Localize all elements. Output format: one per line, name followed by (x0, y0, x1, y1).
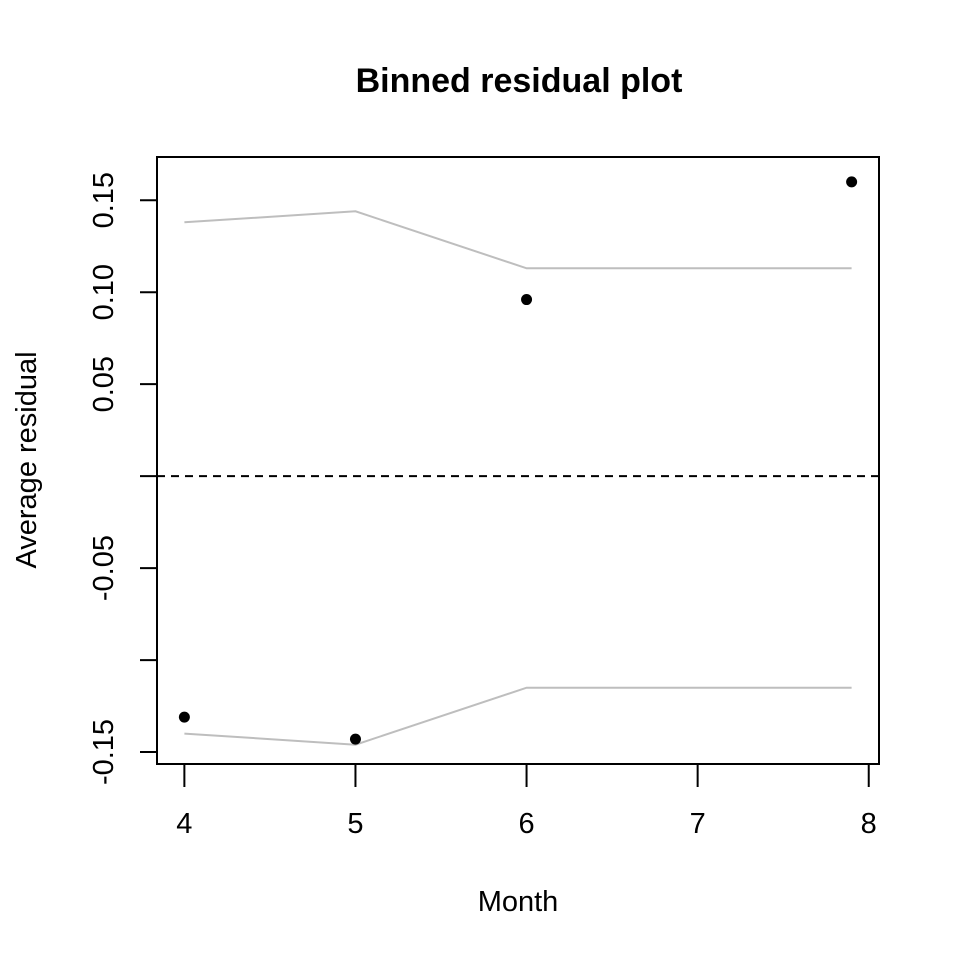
x-tick-label: 4 (176, 808, 192, 840)
x-axis: 4 5 6 7 8 (176, 763, 877, 840)
y-tick-label: -0.15 (88, 719, 120, 785)
x-axis-label: Month (478, 886, 559, 918)
x-tick-label: 8 (861, 808, 877, 840)
data-point (178, 711, 190, 723)
points-layer (178, 176, 858, 745)
x-tick-label: 6 (518, 808, 534, 840)
data-point (521, 294, 533, 306)
x-tick-label: 7 (690, 808, 706, 840)
upper-bound-line (184, 210, 852, 270)
lower-bound-line (184, 686, 852, 746)
chart-title: Binned residual plot (356, 62, 683, 100)
data-point (846, 176, 858, 188)
y-tick-label: 0.10 (88, 264, 120, 320)
plot-frame (156, 156, 880, 765)
y-axis-label: Average residual (11, 351, 43, 568)
y-tick-label: 0.05 (88, 356, 120, 412)
y-tick-label: 0.15 (88, 172, 120, 228)
y-tick-label: -0.05 (88, 535, 120, 601)
data-point (349, 733, 361, 745)
x-tick-label: 5 (347, 808, 363, 840)
bounds-layer (184, 210, 852, 746)
y-axis: -0.15 -0.05 0.05 0.10 0.15 (88, 172, 158, 785)
